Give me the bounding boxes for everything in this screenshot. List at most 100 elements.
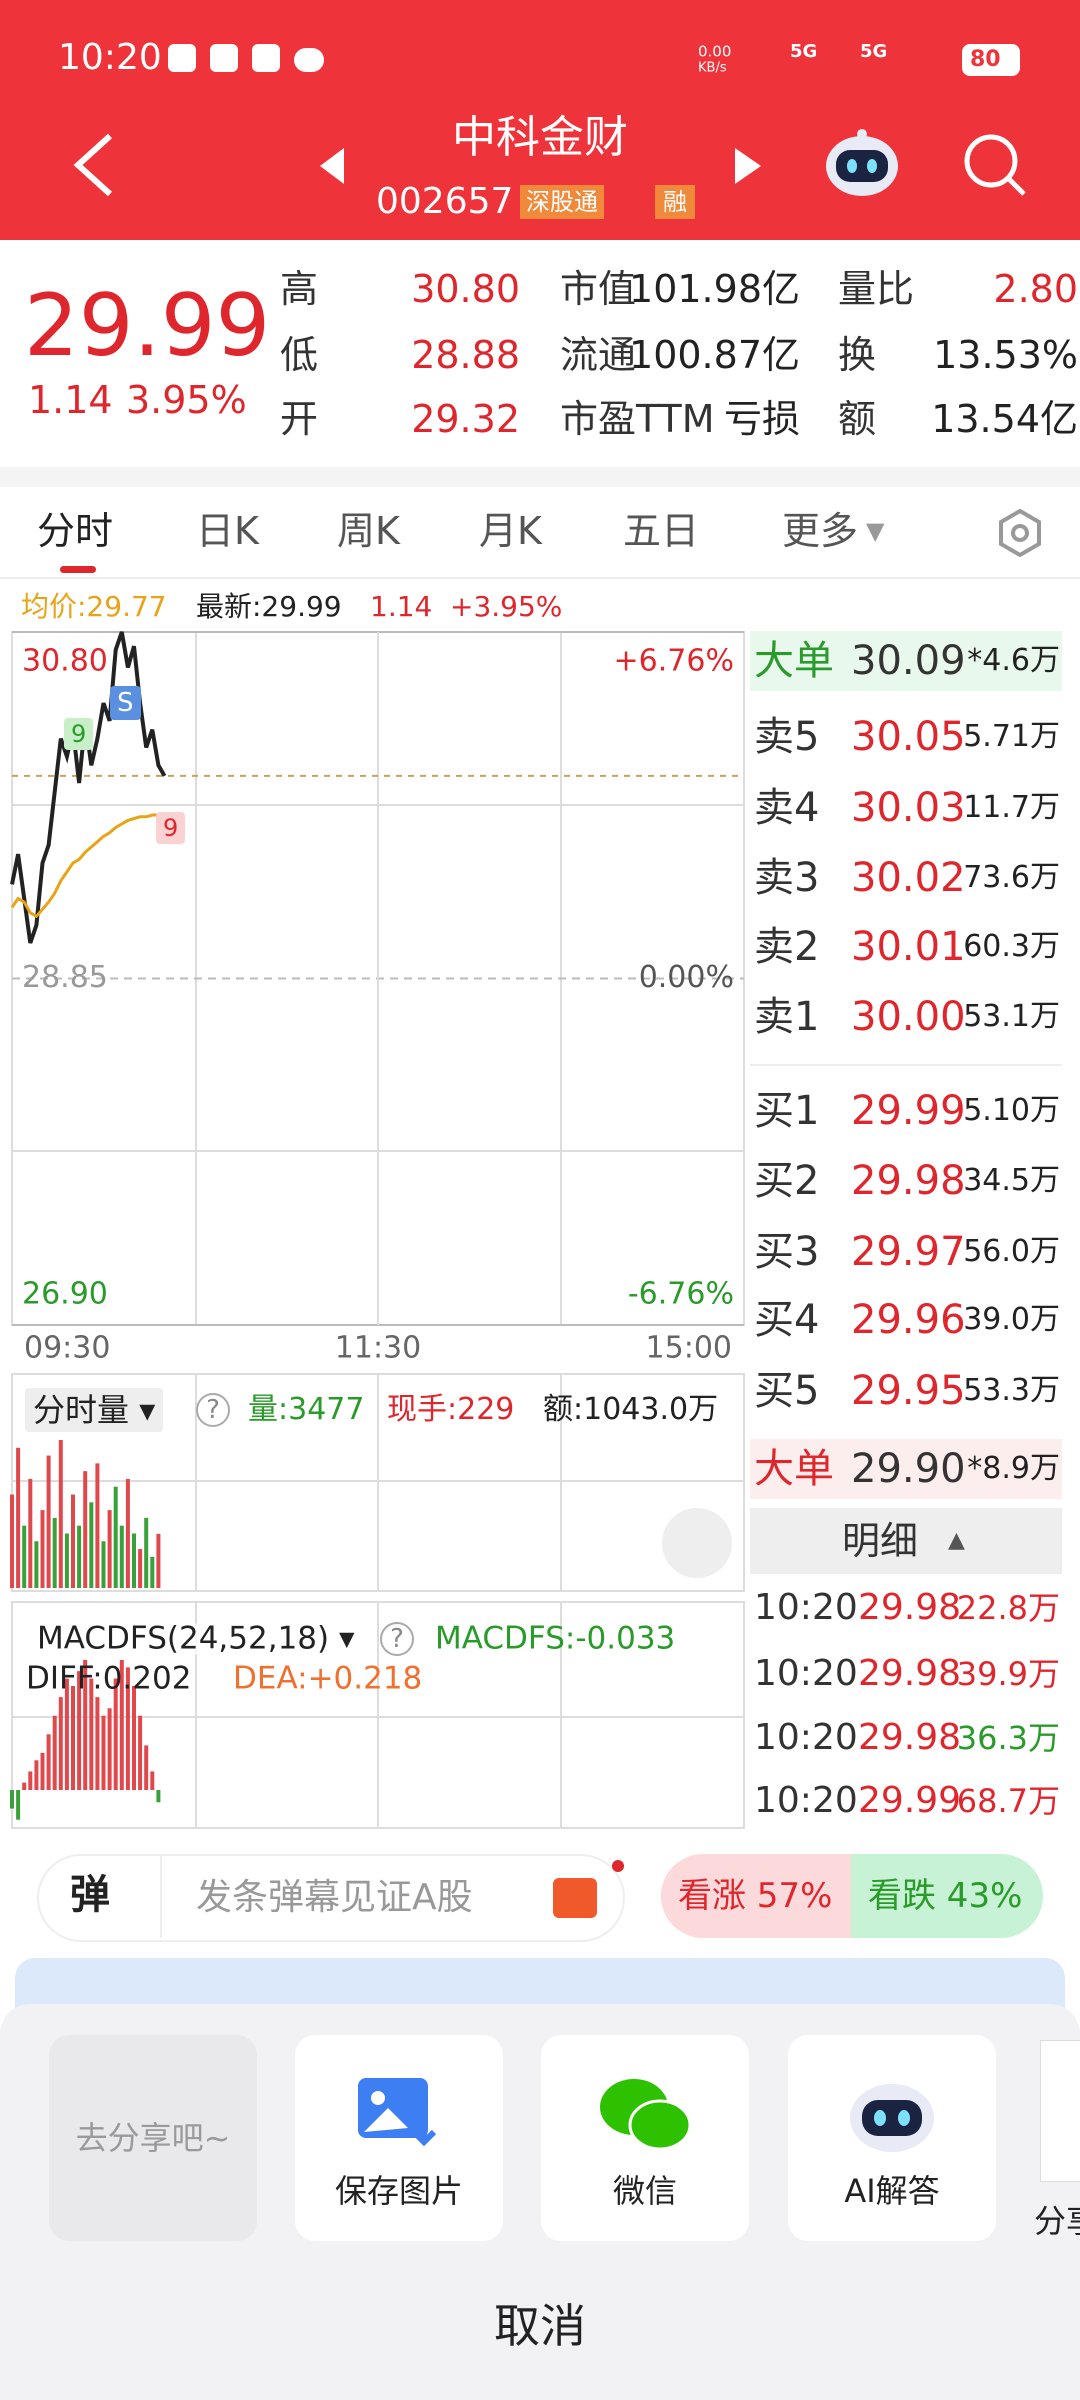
volume-selector[interactable]: 分时量 ▾ — [25, 1388, 164, 1432]
bar — [156, 1533, 161, 1588]
price-change: 1.14 — [28, 378, 113, 422]
bar — [64, 1533, 69, 1588]
status-time: 10:20 — [58, 37, 162, 78]
macd-legend: MACDFS:-0.033 — [435, 1620, 676, 1657]
stat-label: 低 — [280, 333, 319, 377]
trade-price: 29.98 — [858, 1717, 962, 1758]
network-2: 5G — [860, 41, 888, 62]
volume-legend: 量:3477 — [248, 1392, 365, 1427]
bar — [138, 1715, 143, 1790]
bar — [150, 1771, 155, 1790]
x-tick-label: 09:30 — [24, 1331, 110, 1366]
bar — [83, 1660, 88, 1790]
details-title[interactable]: 明细 — [842, 1519, 919, 1563]
danmu-icon[interactable]: 弹 — [70, 1872, 110, 1918]
bar — [64, 1678, 69, 1790]
bar — [10, 1494, 14, 1588]
bar — [34, 1541, 39, 1588]
tab[interactable]: 月K — [479, 509, 542, 553]
settings-button[interactable] — [995, 508, 1045, 558]
share-preview[interactable] — [1040, 2040, 1080, 2182]
book-volume: 11.7万 — [963, 790, 1060, 825]
bar — [138, 1549, 143, 1588]
help-icon[interactable]: ? — [380, 1622, 414, 1656]
cancel-button[interactable]: 取消 — [494, 2299, 586, 2353]
bull-label: 看涨 57% — [678, 1876, 833, 1916]
trade-price: 29.98 — [858, 1653, 962, 1694]
bull-button[interactable] — [661, 1854, 861, 1938]
book-price: 29.97 — [851, 1229, 966, 1275]
prev-stock[interactable] — [320, 148, 346, 184]
bar — [77, 1671, 82, 1790]
stat-label: 高 — [280, 267, 319, 311]
tab[interactable]: 周K — [337, 509, 400, 553]
book-label: 卖5 — [754, 714, 820, 760]
x-tick-label: 11:30 — [335, 1331, 421, 1366]
book-price: 30.09 — [851, 638, 966, 684]
next-stock[interactable] — [735, 148, 761, 184]
stat-value: 2.80 — [993, 267, 1078, 311]
series-line — [10, 631, 167, 944]
y-tick-label: 26.90 — [22, 1277, 108, 1312]
legend-change-pct: +3.95% — [450, 590, 563, 623]
bar — [125, 1667, 130, 1790]
tab[interactable]: 五日 — [623, 509, 700, 553]
trade-volume: 36.3万 — [956, 1719, 1060, 1757]
book-volume: *4.6万 — [967, 643, 1060, 678]
bar — [46, 1455, 51, 1588]
macd-legend: DIFF:0.202 — [26, 1660, 192, 1697]
divider — [0, 577, 1080, 579]
stat-label: 换 — [838, 333, 877, 377]
expand-button[interactable] — [662, 1508, 732, 1578]
ai-robot[interactable] — [822, 128, 902, 200]
tab[interactable]: 日K — [196, 509, 259, 553]
y2-tick-label: +6.76% — [614, 644, 734, 679]
save-icon — [358, 2078, 437, 2147]
bar — [101, 1541, 106, 1588]
net-unit: KB/s — [698, 60, 727, 76]
book-label: 买4 — [754, 1297, 820, 1343]
bar — [119, 1660, 124, 1790]
y-tick-label: 30.80 — [22, 644, 108, 679]
bar — [156, 1790, 161, 1803]
help-icon[interactable]: ? — [196, 1393, 230, 1427]
bar — [144, 1517, 149, 1588]
volume-legend: 现手:229 — [387, 1392, 515, 1427]
danmu-input[interactable] — [37, 1854, 625, 1942]
details-header[interactable] — [750, 1508, 1062, 1574]
back-button[interactable] — [70, 132, 120, 198]
stat-label: 额 — [838, 397, 877, 441]
book-label: 大单 — [754, 638, 834, 684]
book-volume: 60.3万 — [963, 929, 1060, 964]
share-label: 保存图片 — [334, 2172, 464, 2210]
macd-selector[interactable]: MACDFS(24,52,18) ▾ — [37, 1620, 355, 1657]
bar — [132, 1686, 136, 1790]
book-label: 卖4 — [754, 785, 820, 831]
bar — [107, 1510, 112, 1588]
trade-time: 10:20 — [754, 1717, 858, 1758]
bar — [101, 1715, 106, 1790]
bar — [40, 1510, 45, 1588]
signal-marker: 9 — [64, 718, 94, 750]
sort-arrow: ▲ — [948, 1528, 965, 1553]
tab[interactable]: 更多 — [782, 509, 859, 553]
book-price: 29.96 — [851, 1297, 966, 1343]
tab[interactable]: 分时 — [37, 509, 114, 553]
dropdown-arrow: ▼ — [866, 517, 885, 545]
bear-button[interactable] — [851, 1854, 1043, 1938]
search-button[interactable] — [962, 132, 1028, 198]
divider — [0, 467, 1080, 487]
share-label: 去分享吧~ — [75, 2119, 231, 2157]
stat-label: 开 — [280, 397, 319, 441]
stat-label: 市值 — [560, 267, 637, 311]
network-1: 5G — [790, 41, 818, 62]
gift-icon[interactable] — [553, 1878, 597, 1918]
signal-marker: S — [110, 686, 141, 720]
trade-time: 10:20 — [754, 1780, 858, 1821]
trade-price: 29.98 — [858, 1587, 962, 1628]
stat-value: 28.88 — [411, 333, 520, 377]
y2-tick-label: 0.00% — [639, 960, 734, 995]
bar — [119, 1525, 124, 1588]
